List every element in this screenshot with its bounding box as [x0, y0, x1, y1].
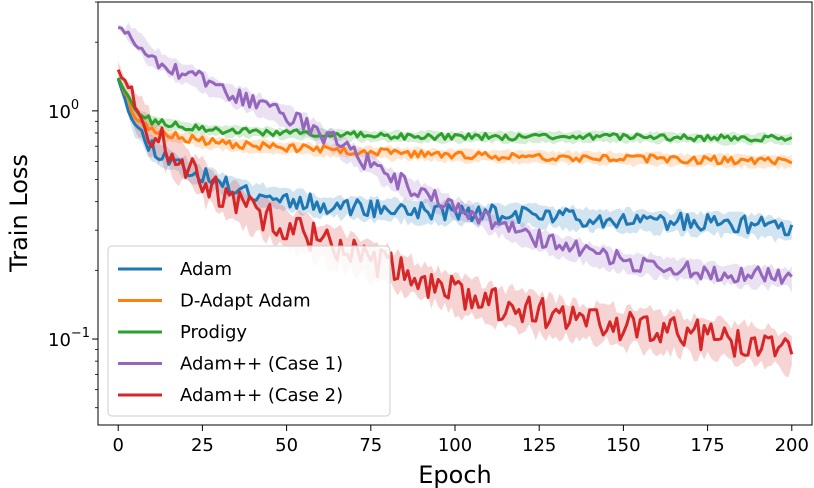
- legend-label: D-Adapt Adam: [180, 291, 311, 312]
- legend-label: Prodigy: [180, 322, 247, 343]
- line-series-1: [116, 77, 793, 166]
- legend-label: Adam++ (Case 1): [180, 354, 343, 375]
- legend-label: Adam++ (Case 2): [180, 385, 343, 406]
- y-tick-label: 100: [48, 98, 79, 123]
- x-tick-label: 200: [775, 435, 809, 456]
- line-series-4: [116, 69, 794, 358]
- x-tick-label: 175: [690, 435, 724, 456]
- band-series-4: [118, 61, 792, 378]
- y-axis-title: Train Loss: [5, 154, 33, 273]
- x-tick-label: 100: [438, 435, 472, 456]
- legend-label: Adam: [180, 259, 232, 280]
- x-tick-label: 0: [112, 435, 123, 456]
- x-tick-label: 150: [606, 435, 640, 456]
- line-series-2: [116, 77, 793, 143]
- series-lines: [116, 26, 794, 358]
- legend: Adam D-Adapt Adam Prodigy Adam++ (Case 1) Ad…: [107, 245, 391, 417]
- band-series-1: [118, 76, 792, 170]
- x-axis-ticks: 0 25 50 75 100 125 150 175 200: [112, 425, 809, 456]
- x-tick-label: 25: [191, 435, 214, 456]
- y-axis-ticks: 100 10−1: [48, 1, 98, 409]
- line-series-3: [117, 26, 793, 285]
- x-tick-label: 50: [275, 435, 298, 456]
- x-axis-title: Epoch: [418, 461, 492, 488]
- band-series-0: [118, 75, 792, 243]
- legend-box: [107, 245, 391, 417]
- y-tick-label: 10−1: [48, 326, 90, 351]
- band-series-2: [118, 76, 792, 146]
- x-tick-label: 125: [522, 435, 556, 456]
- x-tick-label: 75: [359, 435, 382, 456]
- confidence-bands: [118, 22, 792, 378]
